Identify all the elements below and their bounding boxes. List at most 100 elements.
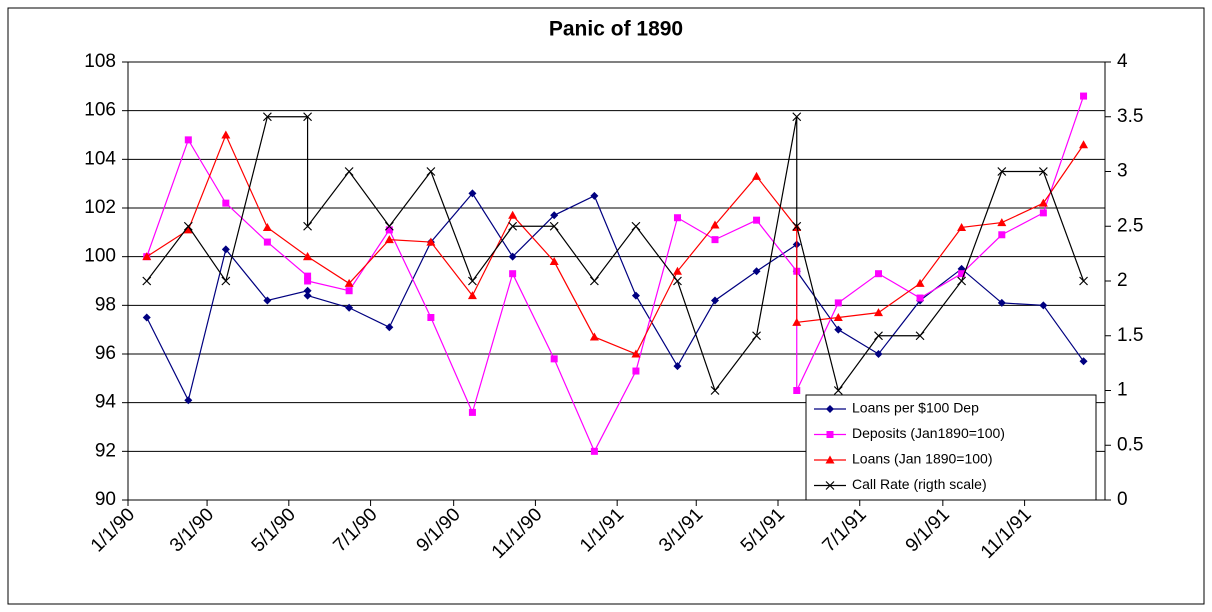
- legend-label: Loans per $100 Dep: [852, 400, 979, 416]
- marker: [589, 276, 599, 286]
- marker: [792, 221, 802, 231]
- marker: [142, 252, 152, 261]
- marker: [710, 220, 720, 229]
- y2-tick-label: 3: [1117, 161, 1128, 182]
- marker: [304, 272, 312, 280]
- y2-tick-label: 3.5: [1117, 106, 1143, 127]
- y2-tick-label: 1.5: [1117, 325, 1143, 346]
- marker: [874, 350, 883, 358]
- y2-tick-label: 0.5: [1117, 434, 1143, 455]
- marker: [753, 216, 761, 224]
- marker: [303, 252, 313, 261]
- legend-box: [805, 394, 1097, 501]
- y2-tick-label: 0: [1117, 489, 1128, 510]
- marker: [262, 112, 272, 122]
- marker: [345, 303, 354, 312]
- y-tick-label: 106: [84, 100, 116, 121]
- marker: [997, 167, 1007, 176]
- marker: [792, 317, 802, 326]
- marker: [385, 323, 394, 332]
- marker: [142, 313, 151, 322]
- marker: [550, 355, 558, 363]
- marker: [590, 191, 599, 200]
- y2-tick-label: 2.5: [1117, 215, 1143, 236]
- series: [142, 112, 1088, 395]
- marker: [468, 189, 477, 198]
- marker: [1038, 167, 1048, 176]
- marker: [632, 367, 640, 375]
- marker: [303, 221, 313, 231]
- marker: [752, 171, 762, 180]
- marker: [958, 270, 966, 278]
- y-tick-label: 96: [95, 343, 116, 364]
- y2-tick-label: 1: [1117, 380, 1128, 401]
- marker: [957, 276, 967, 286]
- marker: [874, 331, 883, 341]
- marker: [710, 386, 720, 395]
- marker: [549, 257, 559, 266]
- marker: [1038, 198, 1048, 207]
- marker: [1080, 92, 1088, 100]
- marker: [752, 331, 761, 341]
- marker: [427, 314, 435, 321]
- y-tick-label: 94: [95, 392, 117, 413]
- marker: [303, 112, 313, 122]
- marker: [303, 286, 312, 295]
- series: [142, 130, 1089, 358]
- marker: [345, 287, 353, 295]
- marker: [184, 136, 192, 144]
- y-tick-label: 100: [84, 246, 116, 267]
- marker: [631, 221, 641, 231]
- marker: [426, 167, 436, 176]
- marker: [221, 130, 231, 139]
- legend: Loans per $100 Dep Deposits (Jan1890=100)…: [805, 394, 1097, 501]
- marker: [834, 299, 842, 307]
- y-tick-label: 90: [95, 489, 116, 510]
- marker: [384, 221, 394, 231]
- marker: [221, 245, 230, 254]
- series-line: [146, 116, 1085, 392]
- marker: [1079, 357, 1088, 366]
- marker: [915, 278, 925, 287]
- marker: [672, 266, 682, 275]
- marker: [263, 296, 272, 305]
- marker: [221, 276, 231, 286]
- marker: [509, 270, 517, 278]
- marker: [1079, 140, 1089, 149]
- marker: [998, 231, 1006, 239]
- marker: [997, 218, 1007, 227]
- marker: [262, 222, 272, 231]
- legend-marker: [826, 405, 834, 413]
- marker: [957, 222, 967, 231]
- y-tick-label: 98: [95, 294, 116, 315]
- y-tick-label: 108: [84, 51, 116, 72]
- marker: [673, 214, 681, 222]
- marker: [752, 267, 761, 276]
- legend-label: Call Rate (rigth scale): [852, 476, 987, 492]
- marker: [508, 221, 518, 231]
- y2-tick-label: 2: [1117, 270, 1128, 291]
- marker: [222, 199, 230, 207]
- marker: [183, 225, 193, 234]
- marker: [467, 291, 477, 300]
- marker: [916, 294, 924, 302]
- marker: [468, 408, 476, 416]
- marker: [426, 237, 436, 246]
- marker: [385, 226, 393, 234]
- marker: [673, 276, 682, 286]
- legend-label: Loans (Jan 1890=100): [852, 451, 993, 467]
- marker: [874, 308, 884, 317]
- marker: [183, 221, 193, 231]
- chart-title: Panic of 1890: [549, 18, 683, 41]
- legend-label: Deposits (Jan1890=100): [852, 425, 1005, 441]
- y-tick-label: 102: [84, 197, 116, 218]
- marker: [915, 331, 925, 341]
- marker: [344, 278, 354, 287]
- marker: [263, 238, 271, 246]
- marker: [793, 387, 801, 394]
- marker: [631, 349, 641, 358]
- marker: [344, 167, 354, 176]
- marker: [589, 332, 599, 341]
- marker: [1039, 301, 1048, 310]
